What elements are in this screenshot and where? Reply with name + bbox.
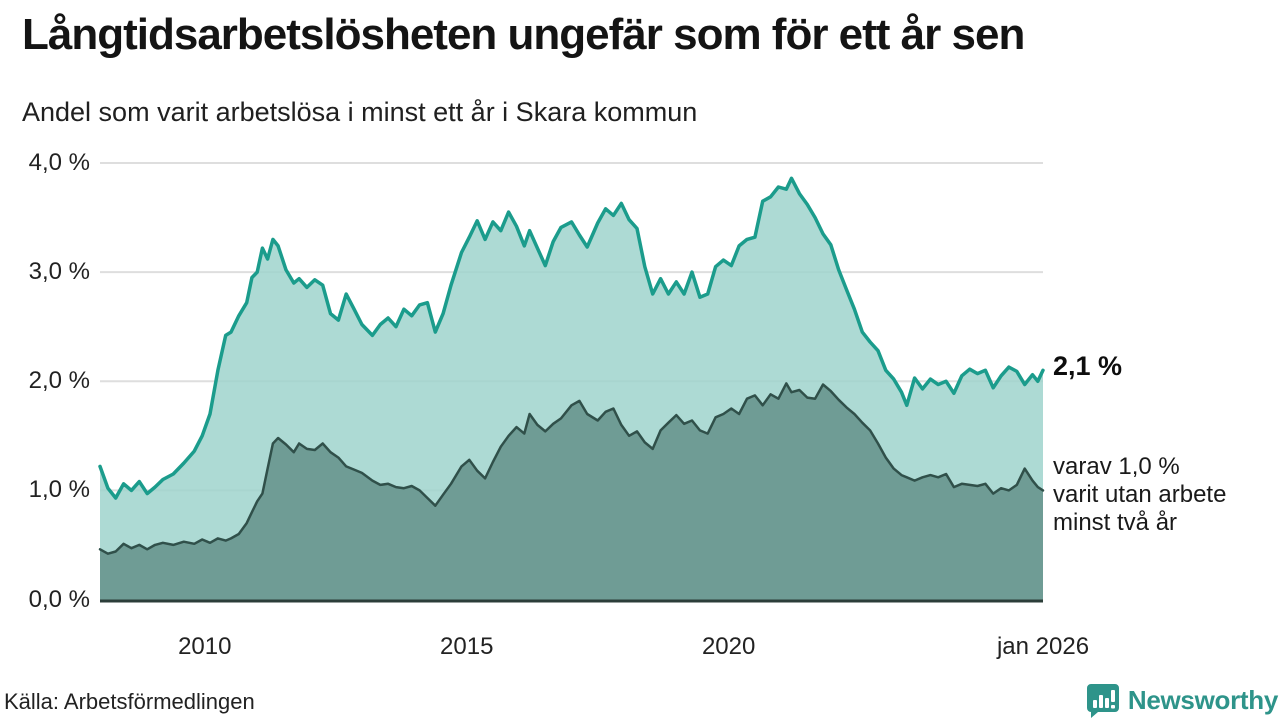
- latest-value-total-label: 2,1 %: [1053, 351, 1123, 381]
- line-series-0: [98, 176, 1045, 500]
- x-axis-label-2010: 2010: [178, 633, 232, 660]
- x-axis-label-jan-2026: jan 2026: [996, 633, 1090, 660]
- bar-1: [1092, 700, 1097, 708]
- y-axis-label-4: 4,0 %: [28, 149, 90, 176]
- y-axis-label-3: 3,0 %: [28, 258, 90, 286]
- newsworthy-speech-bubble-icon: [1086, 684, 1119, 718]
- latest-two-plus-line-1: varav 1,0 %: [1053, 453, 1180, 480]
- newsworthy-wordmark: Newsworthy: [1127, 685, 1278, 715]
- y-axis-label-2: 2,0 %: [28, 367, 90, 395]
- x-axis-label-2020: 2020: [701, 633, 756, 660]
- y-axis-label-1: 1,0 %: [28, 476, 90, 504]
- page-title: Långtidsarbetslösheten ungefär som för e…: [22, 10, 1025, 59]
- y-axis-label-0: 0,0 %: [28, 585, 90, 613]
- chart-subtitle: Andel som varit arbetslösa i minst ett å…: [22, 97, 698, 127]
- latest-two-plus-line-2: varit utan arbete: [1053, 481, 1227, 508]
- bar-2: [1098, 695, 1103, 708]
- source-credit: Källa: Arbetsförmedlingen: [4, 689, 255, 714]
- exclamation-dot: [1110, 705, 1115, 709]
- latest-two-plus-line-3: minst två år: [1053, 509, 1178, 536]
- area-series-1: [100, 383, 1043, 600]
- newsworthy-logo[interactable]: Newsworthy: [1084, 682, 1278, 719]
- bar-3: [1104, 698, 1109, 708]
- latest-value-two-plus-label: varav 1,0 % varit utan arbete minst två …: [1053, 453, 1226, 537]
- x-axis-label-2015: 2015: [440, 633, 494, 660]
- exclamation-bar: [1110, 690, 1115, 702]
- line-series-1: [98, 382, 1045, 555]
